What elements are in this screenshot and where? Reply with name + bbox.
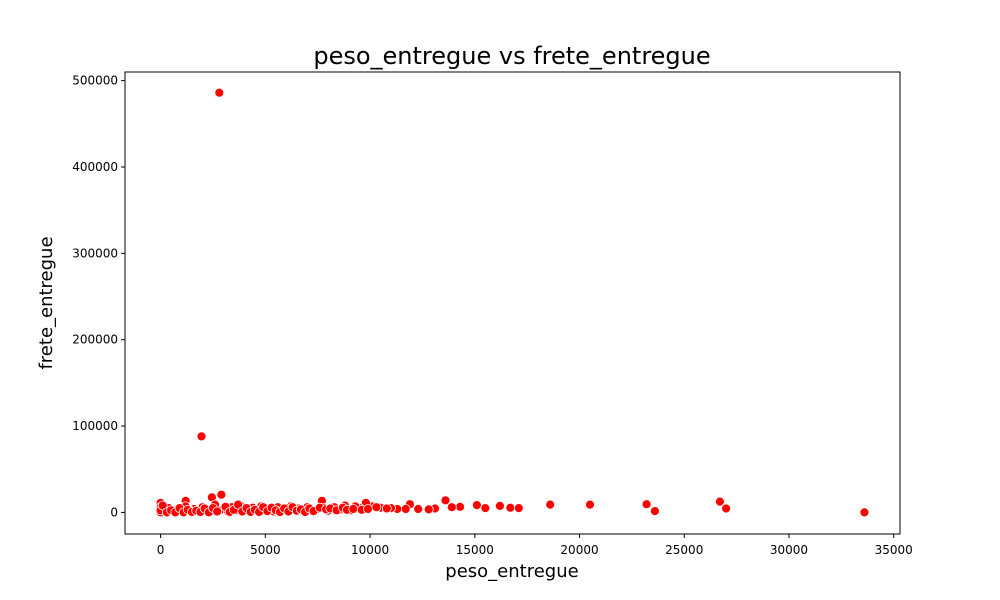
x-tick-label: 30000 xyxy=(770,543,808,557)
x-tick-label: 10000 xyxy=(351,543,389,557)
data-point xyxy=(413,504,424,514)
y-axis: 0 100000 200000 300000 400000 500000 xyxy=(72,74,125,519)
data-point xyxy=(471,500,482,511)
x-axis-title: peso_entregue xyxy=(445,561,578,582)
y-axis-title: frete_entregue xyxy=(36,236,57,369)
data-point xyxy=(216,489,227,500)
y-tick-label: 500000 xyxy=(72,74,118,88)
data-point xyxy=(440,495,451,506)
data-point xyxy=(505,502,516,513)
data-point xyxy=(381,503,392,514)
y-tick-label: 300000 xyxy=(72,246,118,260)
x-tick-label: 15000 xyxy=(456,543,494,557)
plot-area xyxy=(155,87,870,518)
data-point xyxy=(400,504,411,514)
x-tick-label: 5000 xyxy=(250,543,281,557)
data-point xyxy=(196,431,207,442)
chart-title: peso_entregue vs frete_entregue xyxy=(313,42,710,70)
data-point xyxy=(348,504,359,514)
y-tick-label: 400000 xyxy=(72,160,118,174)
x-axis: 0 5000 10000 15000 20000 25000 30000 35000 xyxy=(157,534,913,557)
data-point xyxy=(715,496,725,507)
data-point xyxy=(214,87,225,98)
data-point xyxy=(480,503,491,514)
data-point xyxy=(859,507,870,518)
data-point xyxy=(585,499,595,510)
data-point xyxy=(446,502,457,513)
data-point xyxy=(494,500,505,511)
data-point xyxy=(455,501,466,512)
data-point xyxy=(650,506,660,517)
y-tick-label: 200000 xyxy=(72,333,118,347)
data-point xyxy=(212,506,223,517)
x-tick-label: 25000 xyxy=(665,543,703,557)
data-point xyxy=(363,504,373,514)
data-point xyxy=(641,499,652,510)
data-point xyxy=(545,499,556,510)
data-point xyxy=(513,503,524,514)
y-tick-label: 0 xyxy=(110,505,118,519)
x-tick-label: 20000 xyxy=(560,543,598,557)
x-tick-label: 35000 xyxy=(875,543,913,557)
data-point xyxy=(721,503,731,514)
data-point xyxy=(423,504,434,515)
plot-frame xyxy=(124,71,901,535)
data-point xyxy=(371,502,382,513)
y-tick-label: 100000 xyxy=(72,419,118,433)
x-tick-label: 0 xyxy=(157,543,165,557)
